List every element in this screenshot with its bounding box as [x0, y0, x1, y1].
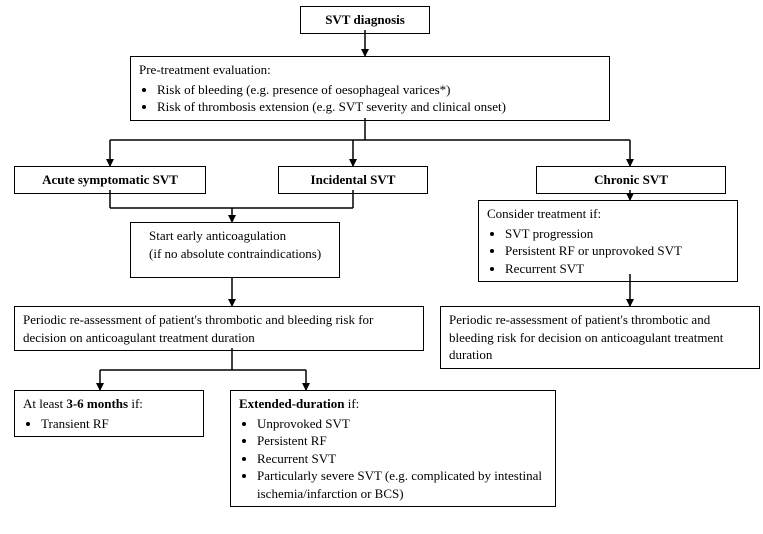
node-title: SVT diagnosis — [325, 12, 405, 27]
node-periodic-reassessment-right: Periodic re-assessment of patient's thro… — [440, 306, 760, 369]
node-title: Extended-duration if: — [239, 395, 547, 413]
bullet: SVT progression — [505, 225, 729, 243]
node-acute-symptomatic-svt: Acute symptomatic SVT — [14, 166, 206, 194]
bullet: Persistent RF — [257, 432, 547, 450]
node-bullets: Unprovoked SVT Persistent RF Recurrent S… — [239, 415, 547, 503]
node-text: Periodic re-assessment of patient's thro… — [449, 312, 723, 362]
node-title: Acute symptomatic SVT — [42, 172, 178, 187]
bullet: Risk of thrombosis extension (e.g. SVT s… — [157, 98, 601, 116]
node-svt-diagnosis: SVT diagnosis — [300, 6, 430, 34]
node-bullets: Risk of bleeding (e.g. presence of oesop… — [139, 81, 601, 116]
node-title: Start early anticoagulation — [149, 227, 331, 245]
node-title: Chronic SVT — [594, 172, 668, 187]
node-title: Pre-treatment evaluation: — [139, 61, 601, 79]
node-extended-duration: Extended-duration if: Unprovoked SVT Per… — [230, 390, 556, 507]
node-start-anticoagulation: Start early anticoagulation (if no absol… — [130, 222, 340, 278]
bullet: Particularly severe SVT (e.g. complicate… — [257, 467, 547, 502]
node-title: Incidental SVT — [311, 172, 396, 187]
node-text: Periodic re-assessment of patient's thro… — [23, 312, 373, 345]
node-bullets: SVT progression Persistent RF or unprovo… — [487, 225, 729, 278]
node-periodic-reassessment-left: Periodic re-assessment of patient's thro… — [14, 306, 424, 351]
flowchart-canvas: SVT diagnosis Pre-treatment evaluation: … — [0, 0, 763, 534]
node-bullets: Transient RF — [23, 415, 195, 433]
bullet: Risk of bleeding (e.g. presence of oesop… — [157, 81, 601, 99]
bullet: Recurrent SVT — [257, 450, 547, 468]
node-consider-treatment: Consider treatment if: SVT progression P… — [478, 200, 738, 282]
node-chronic-svt: Chronic SVT — [536, 166, 726, 194]
bullet: Unprovoked SVT — [257, 415, 547, 433]
bullet: Persistent RF or unprovoked SVT — [505, 242, 729, 260]
node-title: At least 3-6 months if: — [23, 395, 195, 413]
node-3-6-months: At least 3-6 months if: Transient RF — [14, 390, 204, 437]
bullet: Transient RF — [41, 415, 195, 433]
node-subtext: (if no absolute contraindications) — [149, 245, 331, 263]
bullet: Recurrent SVT — [505, 260, 729, 278]
node-incidental-svt: Incidental SVT — [278, 166, 428, 194]
node-pretreatment-evaluation: Pre-treatment evaluation: Risk of bleedi… — [130, 56, 610, 121]
node-title: Consider treatment if: — [487, 205, 729, 223]
